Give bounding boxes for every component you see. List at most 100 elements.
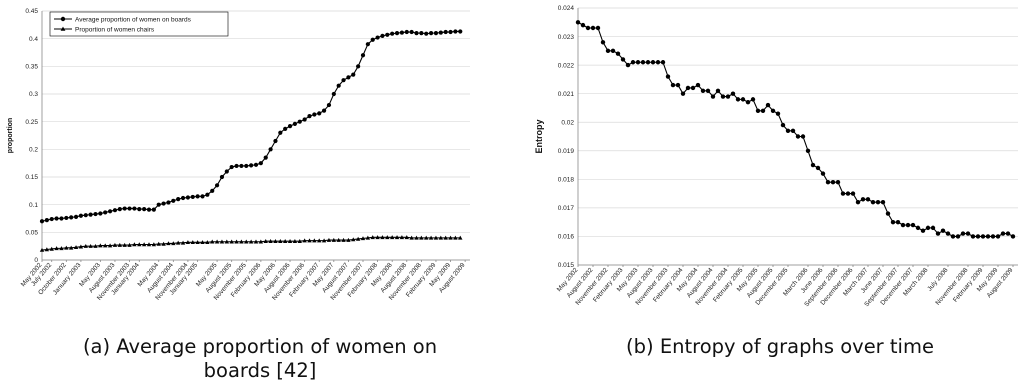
series-line [577, 21, 1014, 237]
data-point [59, 246, 64, 251]
data-point [855, 199, 861, 205]
data-point [336, 83, 341, 88]
data-point [735, 97, 741, 102]
data-point [945, 231, 951, 236]
data-point [965, 231, 971, 236]
data-point [865, 197, 871, 202]
data-point [297, 238, 302, 243]
y-tick-label: 0.25 [25, 119, 38, 126]
data-point [258, 239, 264, 244]
data-point [39, 247, 45, 252]
data-point [302, 238, 307, 243]
y-tick-label: 0.022 [558, 62, 575, 69]
data-point [331, 91, 336, 97]
data-point [885, 211, 891, 216]
data-point [955, 234, 961, 239]
data-point [765, 102, 771, 108]
data-point [625, 62, 631, 68]
data-point [195, 194, 200, 199]
data-point [880, 199, 886, 205]
y-tick-label: 0.1 [29, 202, 38, 209]
data-point [380, 33, 385, 39]
data-point [860, 197, 866, 202]
data-point [390, 31, 395, 36]
legend-box [49, 11, 229, 37]
caption-a-line1: (a) Average proportion of women on [82, 335, 438, 358]
data-point [292, 121, 298, 126]
data-point [268, 238, 273, 243]
data-point [175, 240, 181, 245]
data-point [875, 199, 881, 205]
data-point [200, 240, 205, 245]
data-point [244, 239, 249, 244]
data-point [132, 242, 137, 247]
data-point [685, 85, 691, 91]
y-tick-label: 0.05 [25, 230, 38, 237]
data-point [336, 237, 341, 242]
data-point [88, 243, 93, 248]
data-point [820, 171, 826, 176]
data-point [341, 237, 346, 242]
data-point [117, 206, 122, 212]
data-point [127, 206, 132, 211]
data-point [453, 29, 458, 34]
y-tick-label: 0.4 [29, 36, 38, 43]
data-point [59, 216, 64, 221]
legend-marker [60, 26, 66, 31]
data-point [414, 235, 419, 240]
data-point [127, 242, 132, 247]
data-point [83, 243, 88, 248]
data-point [112, 208, 118, 213]
data-point [297, 119, 302, 124]
y-tick-label: 0.45 [25, 8, 38, 15]
data-point [156, 241, 161, 246]
data-point [239, 239, 244, 244]
data-point [122, 206, 127, 211]
data-point [458, 235, 463, 240]
data-point [414, 31, 419, 36]
data-point [780, 122, 786, 128]
data-point [394, 31, 400, 36]
data-point [341, 78, 346, 83]
data-point [317, 111, 322, 116]
data-point [137, 206, 142, 212]
data-point [404, 29, 409, 35]
data-point [1005, 231, 1011, 236]
data-point [44, 218, 49, 223]
data-point [900, 222, 906, 228]
data-point [433, 31, 439, 36]
data-point [190, 240, 195, 245]
y-tick-label: 0.015 [558, 262, 575, 269]
data-point [615, 51, 621, 56]
data-point [655, 60, 661, 65]
data-point [287, 123, 293, 129]
data-point [920, 228, 926, 233]
data-point [640, 60, 646, 65]
data-point [755, 108, 761, 114]
data-point [142, 206, 147, 212]
data-point [210, 188, 215, 193]
data-point [1010, 234, 1016, 239]
data-point [705, 88, 711, 94]
data-point [234, 163, 239, 169]
y-tick-label: 0.016 [558, 234, 575, 241]
data-point [925, 225, 931, 231]
data-point [575, 20, 581, 25]
data-point [166, 200, 171, 205]
data-point [180, 240, 186, 245]
data-point [960, 231, 966, 236]
data-point [835, 179, 841, 185]
data-point [64, 215, 69, 221]
data-point [229, 164, 234, 170]
data-point [122, 242, 127, 247]
data-point [68, 245, 74, 250]
data-point [453, 235, 458, 240]
data-point [263, 238, 268, 243]
data-point [610, 48, 616, 54]
data-point [670, 82, 676, 88]
data-point [665, 74, 671, 79]
data-point [78, 244, 84, 249]
data-point [49, 246, 54, 251]
data-point [287, 238, 293, 243]
